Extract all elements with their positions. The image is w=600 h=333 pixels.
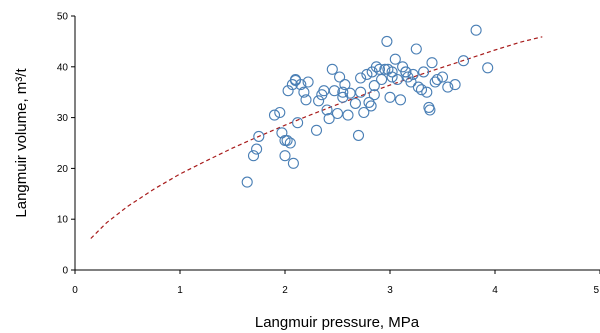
x-tick-label: 3 [387,285,393,296]
data-point [274,106,286,119]
data-point [281,134,293,147]
data-point [331,107,344,120]
fit-curve [90,36,543,239]
y-tick-label: 50 [57,12,69,23]
data-point [279,150,291,162]
data-point [282,85,294,97]
data-point [381,35,393,47]
data-point [328,85,340,97]
data-point [289,73,302,86]
data-point [352,129,365,141]
data-point [429,76,441,88]
data-point [326,63,338,75]
data-point [418,66,430,78]
x-tick-label: 4 [492,285,498,296]
data-point [384,91,396,103]
x-tick-label: 5 [593,285,599,296]
data-point [426,57,438,69]
data-point [482,62,494,74]
data-point [284,137,296,149]
x-tick-label: 0 [72,285,78,296]
data-point [421,86,433,98]
y-tick-label: 0 [62,266,68,277]
data-point [365,100,377,112]
data-point [251,143,263,155]
data-point [337,86,349,98]
scatter-points [241,24,494,188]
data-point [391,73,403,86]
data-point [400,66,412,78]
data-point [449,79,461,91]
data-point [287,157,299,169]
data-point [405,76,417,88]
data-point [313,95,325,107]
data-point [370,61,382,73]
x-tick-label: 2 [282,285,288,296]
data-point [321,104,333,116]
x-axis-title: Langmuir pressure, MPa [255,314,420,331]
data-point [412,81,424,93]
data-point [355,72,367,84]
y-tick-label: 10 [57,215,69,226]
data-point [302,76,314,88]
x-tick-label: 1 [177,285,183,296]
data-point [276,127,288,139]
data-point [334,71,346,83]
fit-curve-layer [90,36,543,239]
data-point [300,94,312,106]
data-point [292,117,304,129]
data-point [376,73,388,86]
data-point [389,53,401,65]
data-point [279,134,291,147]
data-point [373,63,386,75]
data-point [268,109,281,121]
data-point [323,113,335,125]
data-point [442,81,454,93]
y-tick-label: 30 [57,113,69,124]
data-point [424,104,436,116]
y-tick-label: 40 [57,62,69,73]
data-point [253,130,265,142]
data-point [457,55,470,67]
data-point [415,84,428,96]
data-point [410,43,422,55]
data-point [368,89,380,101]
data-point [368,80,380,92]
data-point [344,87,356,99]
data-point [436,71,449,83]
y-axis-title: Langmuir volume, m³/t [13,68,30,218]
data-point [394,94,407,106]
data-point [386,71,398,83]
data-point [298,86,310,98]
data-point [339,79,351,91]
data-point [241,176,253,188]
data-point [407,68,419,80]
data-point [310,124,323,136]
data-point [470,24,482,36]
data-point [247,150,260,162]
data-point [431,73,443,86]
data-point [355,86,367,98]
data-point [379,63,391,75]
data-point [342,109,354,121]
data-point [361,68,373,80]
y-tick-label: 20 [57,164,69,175]
data-point [349,97,361,109]
axes: 0 10 20 30 40 50 0 1 2 3 4 5 [57,12,600,296]
data-point [358,106,370,119]
